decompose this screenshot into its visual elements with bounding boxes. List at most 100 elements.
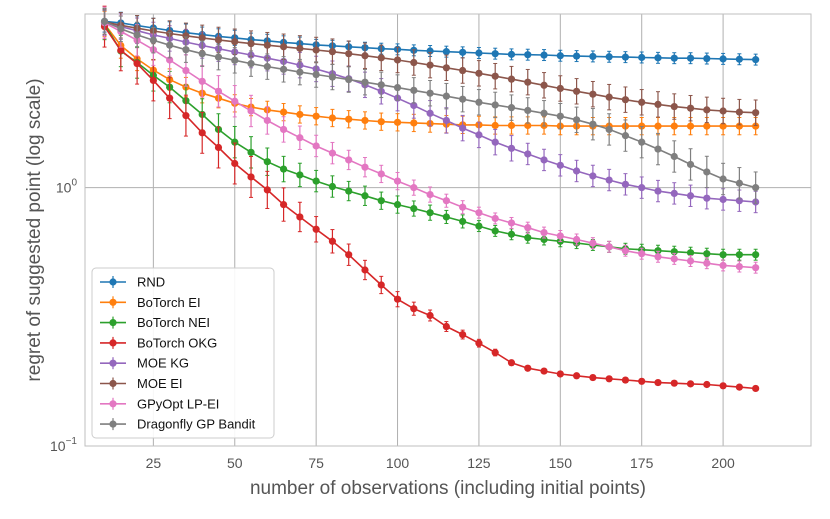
- data-point: [589, 172, 597, 180]
- data-point: [719, 107, 727, 115]
- data-point: [735, 122, 743, 130]
- data-point: [247, 148, 255, 156]
- data-point: [686, 54, 695, 62]
- data-point: [621, 247, 630, 255]
- data-point: [686, 257, 695, 265]
- data-point: [572, 116, 581, 124]
- data-point: [605, 243, 613, 251]
- data-point: [198, 50, 206, 58]
- data-point: [507, 219, 516, 227]
- data-point: [524, 234, 532, 242]
- data-point: [703, 380, 711, 389]
- data-point: [279, 165, 288, 173]
- legend-entry: MOE EI: [100, 376, 183, 391]
- data-point: [393, 83, 402, 92]
- data-point: [719, 251, 727, 259]
- data-point: [556, 52, 564, 60]
- data-point: [491, 121, 499, 130]
- data-point: [231, 159, 239, 168]
- legend-marker: [109, 379, 117, 388]
- data-point: [670, 189, 678, 197]
- data-point: [393, 200, 402, 209]
- data-point: [231, 38, 239, 46]
- data-point: [231, 138, 239, 146]
- data-point: [605, 53, 613, 61]
- data-point: [442, 48, 450, 56]
- legend-marker: [109, 420, 117, 428]
- x-tick-label: 25: [146, 455, 162, 471]
- data-point: [752, 384, 760, 393]
- data-point: [524, 51, 532, 59]
- data-point: [752, 122, 760, 130]
- data-point: [214, 143, 223, 152]
- data-point: [459, 48, 467, 56]
- x-tick-label: 100: [386, 455, 410, 471]
- series-dragonfly-gp-bandit: [100, 8, 760, 204]
- data-point: [475, 339, 483, 347]
- data-point: [524, 224, 532, 232]
- data-point: [524, 364, 532, 372]
- data-point: [491, 50, 499, 58]
- legend-label: Dragonfly GP Bandit: [137, 417, 256, 432]
- legend-entry: Dragonfly GP Bandit: [100, 417, 256, 432]
- data-point: [686, 160, 695, 169]
- data-point: [670, 122, 678, 130]
- data-point: [410, 305, 418, 313]
- data-point: [442, 197, 450, 205]
- data-point: [524, 78, 532, 86]
- data-point: [735, 179, 743, 187]
- y-axis-title: regret of suggested point (log scale): [24, 78, 45, 381]
- legend-label: BoTorch EI: [137, 295, 201, 310]
- legend: RND BoTorch EI BoTorch NEI BoTorch OKG MOE K…: [91, 267, 275, 439]
- data-point: [507, 104, 516, 112]
- data-point: [166, 41, 174, 49]
- data-point: [638, 98, 646, 106]
- data-point: [735, 251, 743, 259]
- data-point: [361, 52, 369, 60]
- data-point: [719, 55, 727, 63]
- data-point: [638, 184, 646, 192]
- y-tick-label: 100: [56, 178, 78, 196]
- data-point: [621, 180, 630, 188]
- data-point: [312, 46, 320, 54]
- data-point: [296, 134, 304, 142]
- data-point: [670, 379, 678, 387]
- legend-marker: [109, 339, 117, 347]
- legend-entry: RND: [100, 275, 165, 290]
- legend-marker: [109, 359, 117, 367]
- data-point: [410, 101, 418, 110]
- data-point: [507, 75, 516, 83]
- data-point: [540, 367, 548, 375]
- data-point: [475, 49, 483, 57]
- data-point: [410, 184, 418, 192]
- data-point: [377, 118, 385, 126]
- data-point: [198, 34, 206, 42]
- data-point: [263, 63, 271, 71]
- legend-label: MOE EI: [137, 376, 183, 391]
- data-point: [703, 194, 711, 202]
- data-point: [442, 213, 450, 221]
- data-point: [719, 195, 727, 204]
- data-point: [589, 120, 597, 128]
- data-point: [263, 41, 271, 49]
- data-point: [247, 173, 255, 181]
- data-point: [393, 118, 402, 126]
- data-point: [279, 200, 288, 209]
- data-point: [198, 129, 206, 137]
- data-point: [393, 56, 402, 64]
- data-point: [198, 77, 206, 85]
- data-point: [719, 261, 727, 270]
- data-point: [263, 116, 271, 125]
- data-point: [686, 192, 695, 200]
- data-point: [410, 86, 418, 94]
- data-point: [361, 163, 369, 171]
- data-point: [182, 32, 190, 40]
- data-point: [703, 250, 711, 258]
- data-point: [670, 255, 678, 263]
- data-point: [491, 214, 499, 223]
- series-moe-kg: [100, 9, 760, 214]
- data-point: [459, 217, 467, 226]
- data-point: [345, 187, 353, 195]
- x-tick-label: 50: [227, 455, 243, 471]
